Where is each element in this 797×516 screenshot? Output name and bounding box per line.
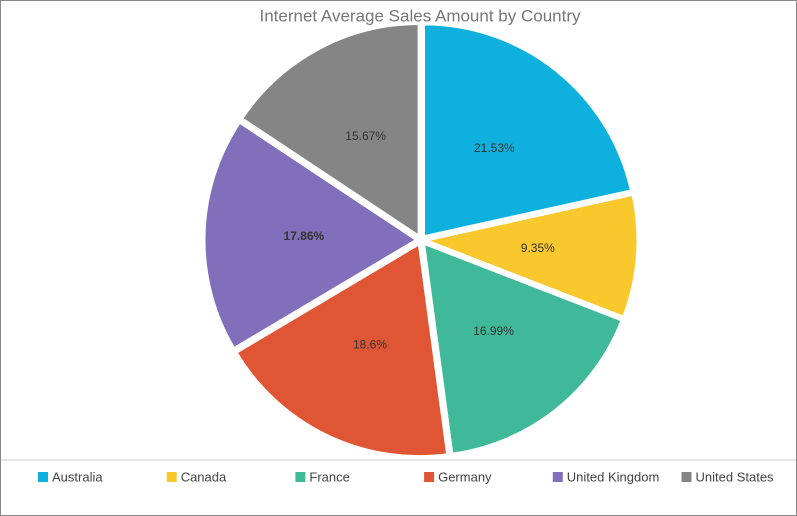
legend-label: Germany	[438, 469, 492, 484]
legend-label: Canada	[181, 469, 227, 484]
pie-slice	[419, 192, 640, 320]
chart-title: Internet Average Sales Amount by Country	[260, 6, 581, 25]
data-label: 15.67%	[345, 129, 386, 143]
data-label: 9.35%	[521, 241, 555, 255]
legend-swatch	[681, 472, 692, 482]
legend-label: United Kingdom	[567, 469, 660, 484]
legend-swatch	[295, 472, 306, 482]
data-label: 17.86%	[284, 229, 325, 243]
pie-slice	[234, 241, 450, 459]
legend-label: United States	[696, 469, 775, 484]
legend-swatch	[38, 472, 48, 482]
pie-slice	[239, 21, 421, 240]
pie-slice	[202, 119, 420, 351]
data-label: 21.53%	[474, 141, 515, 155]
pie-slice	[422, 22, 634, 239]
data-label: 18.6%	[353, 338, 387, 352]
legend-swatch	[424, 472, 435, 482]
pie-slice	[421, 240, 625, 456]
legend-label: France	[309, 469, 349, 484]
data-label: 16.99%	[473, 324, 514, 338]
legend-swatch	[166, 472, 177, 482]
legend-label: Australia	[52, 469, 103, 484]
legend-swatch	[552, 472, 563, 482]
